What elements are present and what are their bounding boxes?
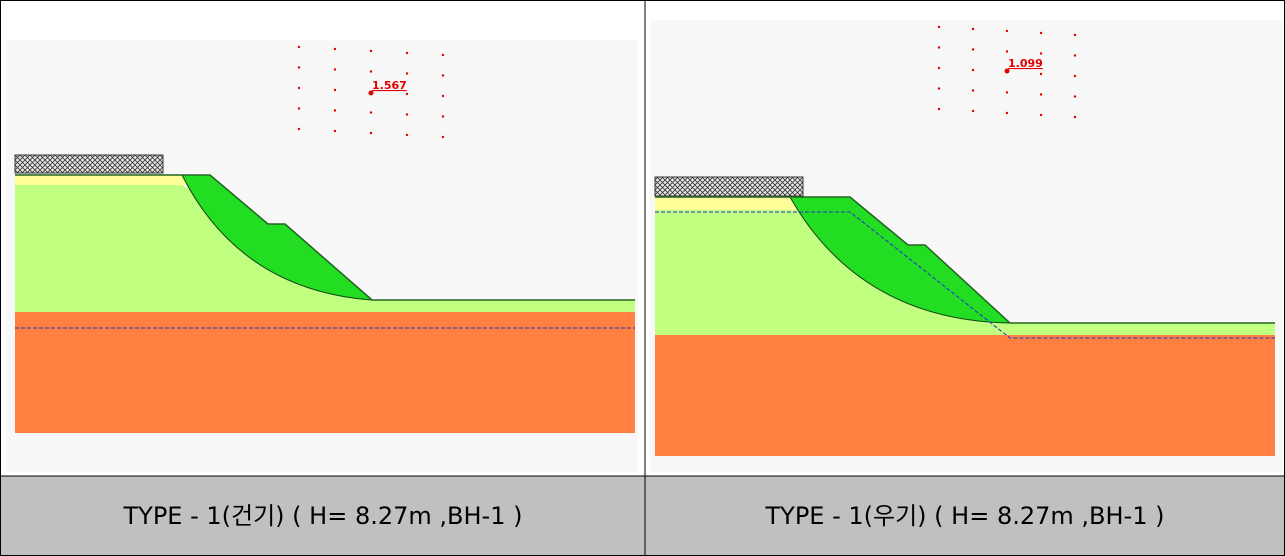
surcharge bbox=[655, 177, 803, 196]
layer-fill bbox=[15, 175, 190, 185]
grid-dot bbox=[1074, 95, 1076, 97]
grid-dot bbox=[972, 48, 974, 50]
factor-of-safety: 1.567 bbox=[372, 79, 407, 92]
caption: TYPE - 1(우기) ( H= 8.27m ,BH-1 ) bbox=[765, 502, 1165, 530]
grid-dot bbox=[442, 115, 444, 117]
grid-dot bbox=[370, 111, 372, 113]
grid-dot bbox=[298, 107, 300, 109]
grid-dot bbox=[334, 130, 336, 132]
grid-dot bbox=[938, 67, 940, 69]
grid-dot bbox=[406, 72, 408, 74]
grid-dot bbox=[1074, 34, 1076, 36]
grid-dot bbox=[1006, 50, 1008, 52]
grid-dot bbox=[406, 93, 408, 95]
grid-dot bbox=[972, 28, 974, 30]
grid-dot bbox=[442, 95, 444, 97]
grid-dot bbox=[442, 74, 444, 76]
grid-dot bbox=[1040, 32, 1042, 34]
grid-dot bbox=[1074, 54, 1076, 56]
grid-dot bbox=[298, 66, 300, 68]
grid-dot bbox=[298, 128, 300, 130]
grid-dot bbox=[334, 89, 336, 91]
grid-dot bbox=[370, 50, 372, 52]
right-section: 1.099 bbox=[650, 20, 1282, 472]
grid-dot bbox=[938, 46, 940, 48]
grid-dot bbox=[1006, 112, 1008, 114]
layer-fill bbox=[655, 197, 798, 210]
grid-dot bbox=[442, 54, 444, 56]
grid-dot bbox=[938, 108, 940, 110]
grid-dot bbox=[1040, 114, 1042, 116]
grid-dot bbox=[938, 26, 940, 28]
grid-dot bbox=[1074, 116, 1076, 118]
grid-dot bbox=[442, 136, 444, 138]
page: 1.567 1.099 TYPE - 1(건기) ( H= 8.27m ,BH-… bbox=[0, 0, 1285, 556]
grid-dot bbox=[972, 69, 974, 71]
grid-dot bbox=[1040, 93, 1042, 95]
left-section: 1.567 bbox=[6, 40, 638, 472]
layer-rock bbox=[15, 312, 635, 433]
grid-dot bbox=[1040, 73, 1042, 75]
grid-dot bbox=[334, 109, 336, 111]
grid-dot bbox=[298, 46, 300, 48]
grid-dot bbox=[938, 87, 940, 89]
grid-dot bbox=[406, 113, 408, 115]
surcharge bbox=[15, 155, 163, 173]
caption: TYPE - 1(건기) ( H= 8.27m ,BH-1 ) bbox=[123, 502, 523, 530]
grid-dot bbox=[370, 70, 372, 72]
grid-dot bbox=[972, 89, 974, 91]
grid-dot bbox=[370, 132, 372, 134]
grid-dot bbox=[1074, 75, 1076, 77]
grid-dot bbox=[298, 87, 300, 89]
grid-dot bbox=[972, 110, 974, 112]
factor-of-safety: 1.099 bbox=[1008, 57, 1043, 70]
grid-dot bbox=[1040, 52, 1042, 54]
layer-rock bbox=[655, 335, 1275, 456]
grid-dot bbox=[1006, 91, 1008, 93]
grid-dot bbox=[1006, 30, 1008, 32]
grid-dot bbox=[334, 48, 336, 50]
grid-dot bbox=[406, 134, 408, 136]
grid-dot bbox=[406, 52, 408, 54]
grid-dot bbox=[334, 68, 336, 70]
